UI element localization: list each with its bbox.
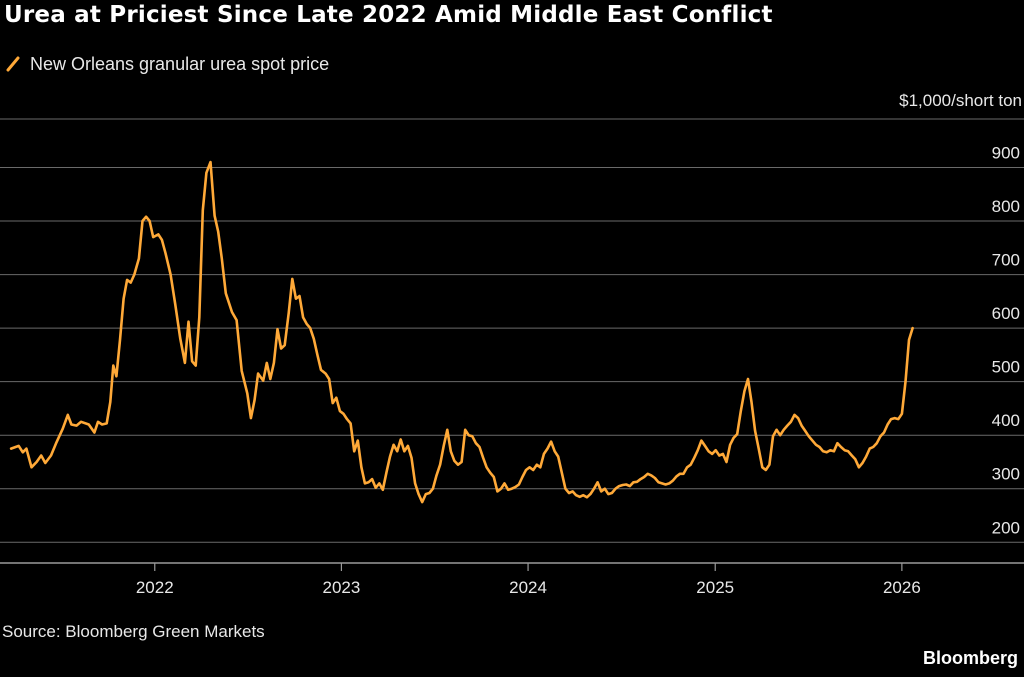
bloomberg-logo: Bloomberg	[922, 648, 1018, 668]
gridlines	[0, 118, 1024, 543]
y-tick-label-700: 700	[992, 251, 1020, 270]
y-tick-label-600: 600	[992, 304, 1020, 323]
series-layer	[9, 160, 914, 504]
x-tick-label-2025: 2025	[696, 578, 734, 597]
y-tick-label-500: 500	[992, 358, 1020, 377]
y-axis-tick-labels: 200 300 400 500 600 700 800 900	[992, 143, 1020, 537]
y-tick-label-300: 300	[992, 465, 1020, 484]
x-tick-label-2022: 2022	[136, 578, 174, 597]
legend-line-swatch	[6, 56, 20, 72]
y-tick-label-400: 400	[992, 411, 1020, 430]
y-axis-unit-label: $1,000/short ton	[899, 91, 1022, 110]
y-tick-label-900: 900	[992, 143, 1020, 162]
x-axis: 2022 2023 2024 2025 2026	[0, 562, 1024, 597]
series-line-0	[9, 160, 914, 504]
x-tick-label-2024: 2024	[509, 578, 547, 597]
legend-label: New Orleans granular urea spot price	[30, 53, 330, 74]
y-tick-label-800: 800	[992, 197, 1020, 216]
chart-title: Urea at Priciest Since Late 2022 Amid Mi…	[4, 2, 773, 28]
y-tick-label-200: 200	[992, 518, 1020, 537]
source-note: Source: Bloomberg Green Markets	[2, 622, 265, 641]
x-tick-label-2023: 2023	[322, 578, 360, 597]
x-tick-label-2026: 2026	[883, 578, 921, 597]
legend: New Orleans granular urea spot price	[6, 52, 329, 76]
